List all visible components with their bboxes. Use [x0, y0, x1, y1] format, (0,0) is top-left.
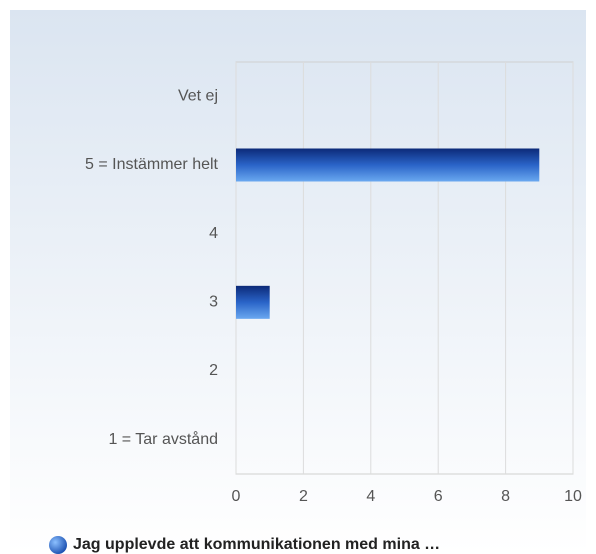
x-tick-label: 6 [434, 488, 443, 505]
y-tick-label: 3 [209, 294, 218, 311]
y-tick-label: 2 [209, 362, 218, 379]
x-tick-label: 8 [501, 488, 510, 505]
bar [236, 148, 540, 182]
x-tick-label: 10 [564, 488, 582, 505]
y-tick-label: 4 [209, 225, 218, 242]
x-tick-label: 0 [232, 488, 241, 505]
y-tick-label: 5 = Instämmer helt [85, 156, 219, 173]
bar [236, 285, 270, 319]
y-tick-label: 1 = Tar avstånd [108, 430, 218, 448]
x-tick-label: 2 [299, 488, 308, 505]
x-tick-label: 4 [366, 488, 375, 505]
y-tick-label: Vet ej [178, 88, 218, 105]
chart-background [10, 10, 586, 554]
legend-label: Jag upplevde att kommunikationen med min… [73, 536, 440, 553]
legend-marker [49, 536, 67, 554]
